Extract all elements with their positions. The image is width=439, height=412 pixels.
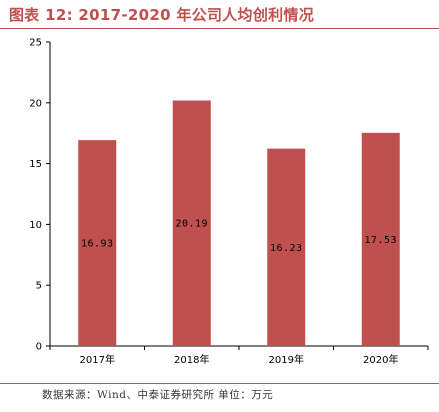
figure-title: 图表 12: 2017-2020 年公司人均创利情况 [9, 6, 315, 24]
bar-2019年 [267, 148, 306, 346]
data-labels: 16.93 20.19 16.23 17.53 [81, 219, 397, 254]
title-divider [0, 28, 439, 29]
y-tick-label: 5 [36, 281, 42, 292]
x-category-label: 2019年 [269, 353, 304, 366]
bar-2018年 [172, 100, 211, 347]
y-axis: 0 5 10 15 20 25 [29, 38, 51, 353]
source-note: 数据来源：Wind、中泰证券研究所 单位：万元 [42, 389, 274, 401]
footer-divider [0, 383, 439, 384]
x-category-label: 2020年 [363, 353, 398, 366]
y-tick-label: 15 [29, 159, 42, 170]
y-tick-label: 0 [36, 342, 42, 353]
data-label: 16.93 [81, 239, 114, 250]
y-tick-label: 20 [29, 98, 42, 109]
x-axis: 2017年 2018年 2019年 2020年 [49, 345, 429, 366]
data-label: 20.19 [175, 219, 208, 230]
x-category-label: 2018年 [174, 353, 209, 366]
x-category-label: 2017年 [80, 353, 115, 366]
bars [78, 100, 400, 347]
bar-2020年 [361, 132, 400, 346]
y-tick-label: 25 [29, 38, 42, 49]
data-label: 16.23 [270, 243, 303, 254]
data-label: 17.53 [364, 235, 397, 246]
y-tick-label: 10 [29, 220, 42, 231]
bar-chart: 0 5 10 15 20 25 2017年 2018年 2019年 2020年 16.93 20.… [29, 38, 429, 366]
bar-2017年 [78, 140, 117, 346]
